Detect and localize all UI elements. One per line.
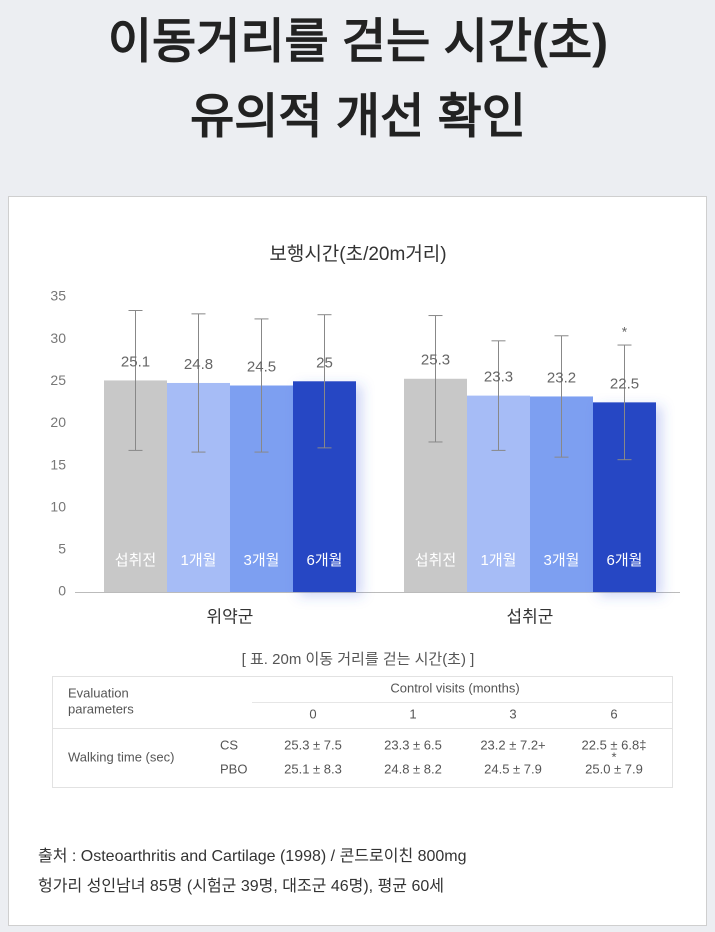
table-caption: [ 표. 20m 이동 거리를 걷는 시간(초) ]	[242, 651, 475, 668]
row-group: PBO	[220, 761, 247, 776]
row-label: Walking time (sec)	[68, 749, 174, 764]
table-header: Evaluation	[68, 685, 129, 700]
value-label: 23.3	[484, 369, 513, 386]
x-tick-label: 섭취군	[507, 607, 554, 626]
column-header: 6	[610, 706, 617, 721]
y-tick-label: 20	[50, 414, 66, 430]
column-header: 3	[509, 706, 516, 721]
bar-label: 6개월	[607, 552, 643, 569]
y-tick-label: 5	[58, 541, 66, 557]
bar-label: 6개월	[307, 552, 343, 569]
y-tick-label: 15	[50, 456, 66, 472]
source: 출처 : Osteoarthritis and Cartilage (1998)…	[38, 847, 467, 865]
bar-label: 섭취전	[415, 552, 456, 569]
y-tick-label: 25	[50, 372, 66, 388]
bar-label: 3개월	[544, 552, 580, 569]
value-label: 25	[316, 354, 333, 371]
table-cell: 23.3 ± 6.5	[384, 737, 442, 752]
value-label: 23.2	[547, 369, 576, 386]
headline: 유의적 개선 확인	[190, 91, 526, 144]
table-cell: 25.3 ± 7.5	[284, 737, 342, 752]
bar-label: 1개월	[481, 552, 517, 569]
source: 헝가리 성인남녀 85명 (시험군 39명, 대조군 46명), 평균 60세	[38, 877, 444, 895]
table-cell: 23.2 ± 7.2+	[480, 737, 545, 752]
column-header: 1	[409, 706, 416, 721]
value-label: 24.8	[184, 356, 213, 373]
table-cell: 25.0 ± 7.9	[585, 761, 643, 776]
value-label: 25.1	[121, 353, 150, 370]
table-cell: 24.8 ± 8.2	[384, 761, 442, 776]
value-label: 25.3	[421, 352, 450, 369]
table-cell: 24.5 ± 7.9	[484, 761, 542, 776]
y-tick-label: 0	[58, 583, 66, 599]
value-label: 24.5	[247, 358, 276, 375]
table-header: Control visits (months)	[390, 680, 519, 695]
table-cell: 22.5 ± 6.8‡	[582, 737, 647, 752]
table-border	[52, 676, 673, 788]
bar-label: 3개월	[244, 552, 280, 569]
bar-label: 섭취전	[115, 552, 156, 569]
y-tick-label: 10	[50, 498, 66, 514]
column-header: 0	[309, 706, 316, 721]
y-tick-label: 35	[50, 288, 66, 304]
table: [ 표. 20m 이동 거리를 걷는 시간(초) ] Evaluation pa…	[52, 651, 673, 788]
headline: 이동거리를 걷는 시간(초)	[108, 16, 608, 69]
y-tick-label: 30	[50, 330, 66, 346]
table-cell: 25.1 ± 8.3	[284, 761, 342, 776]
bar-label: 1개월	[181, 552, 217, 569]
table-header: parameters	[68, 701, 134, 716]
annotation: *	[622, 324, 628, 340]
row-group: CS	[220, 737, 238, 752]
x-tick-label: 위약군	[207, 607, 254, 626]
table-mark: *	[611, 749, 616, 764]
value-label: 22.5	[610, 375, 639, 392]
chart-title: 보행시간(초/20m거리)	[269, 243, 446, 265]
